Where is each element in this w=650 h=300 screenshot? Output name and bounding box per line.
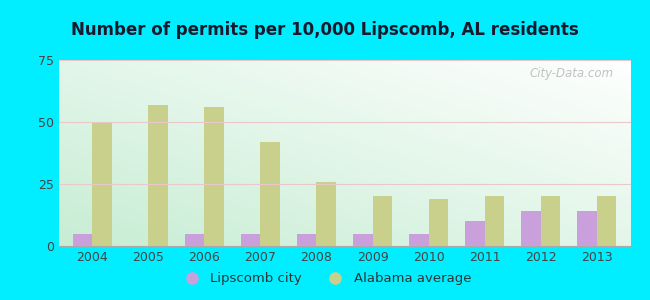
- Bar: [317, 182, 336, 246]
- Bar: [353, 234, 372, 246]
- Bar: [372, 196, 392, 246]
- Bar: [297, 234, 317, 246]
- Bar: [577, 211, 597, 246]
- Bar: [465, 221, 485, 246]
- Bar: [73, 234, 92, 246]
- Bar: [485, 196, 504, 246]
- Bar: [204, 107, 224, 246]
- Bar: [261, 142, 280, 246]
- Bar: [148, 105, 168, 246]
- Legend: Lipscomb city, Alabama average: Lipscomb city, Alabama average: [174, 267, 476, 290]
- Bar: [541, 196, 560, 246]
- Bar: [597, 196, 616, 246]
- Bar: [409, 234, 428, 246]
- Bar: [240, 234, 261, 246]
- Text: Number of permits per 10,000 Lipscomb, AL residents: Number of permits per 10,000 Lipscomb, A…: [71, 21, 579, 39]
- Bar: [521, 211, 541, 246]
- Bar: [428, 199, 448, 246]
- Bar: [92, 122, 112, 246]
- Text: City-Data.com: City-Data.com: [529, 68, 614, 80]
- Bar: [185, 234, 204, 246]
